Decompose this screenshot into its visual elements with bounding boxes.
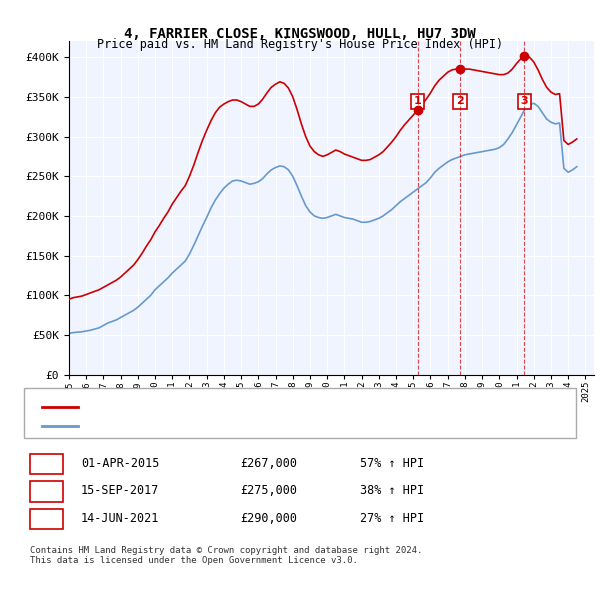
Text: 57% ↑ HPI: 57% ↑ HPI <box>360 457 424 470</box>
Text: 1: 1 <box>413 96 421 106</box>
Text: HPI: Average price, detached house, City of Kingston upon Hull: HPI: Average price, detached house, City… <box>84 421 472 431</box>
Text: 15-SEP-2017: 15-SEP-2017 <box>81 484 160 497</box>
Text: Contains HM Land Registry data © Crown copyright and database right 2024.
This d: Contains HM Land Registry data © Crown c… <box>30 546 422 565</box>
Text: 3: 3 <box>520 96 528 106</box>
Text: 2: 2 <box>43 484 50 497</box>
Text: Price paid vs. HM Land Registry's House Price Index (HPI): Price paid vs. HM Land Registry's House … <box>97 38 503 51</box>
Text: 3: 3 <box>43 512 50 525</box>
Text: 14-JUN-2021: 14-JUN-2021 <box>81 512 160 525</box>
Text: 1: 1 <box>43 457 50 470</box>
Text: 4, FARRIER CLOSE, KINGSWOOD, HULL, HU7 3DW: 4, FARRIER CLOSE, KINGSWOOD, HULL, HU7 3… <box>124 27 476 41</box>
Text: 2: 2 <box>456 96 464 106</box>
Text: £290,000: £290,000 <box>240 512 297 525</box>
Text: 01-APR-2015: 01-APR-2015 <box>81 457 160 470</box>
Text: £275,000: £275,000 <box>240 484 297 497</box>
Text: 4, FARRIER CLOSE, KINGSWOOD, HULL, HU7 3DW (detached house): 4, FARRIER CLOSE, KINGSWOOD, HULL, HU7 3… <box>84 402 453 412</box>
Text: £267,000: £267,000 <box>240 457 297 470</box>
Text: 38% ↑ HPI: 38% ↑ HPI <box>360 484 424 497</box>
Text: 27% ↑ HPI: 27% ↑ HPI <box>360 512 424 525</box>
